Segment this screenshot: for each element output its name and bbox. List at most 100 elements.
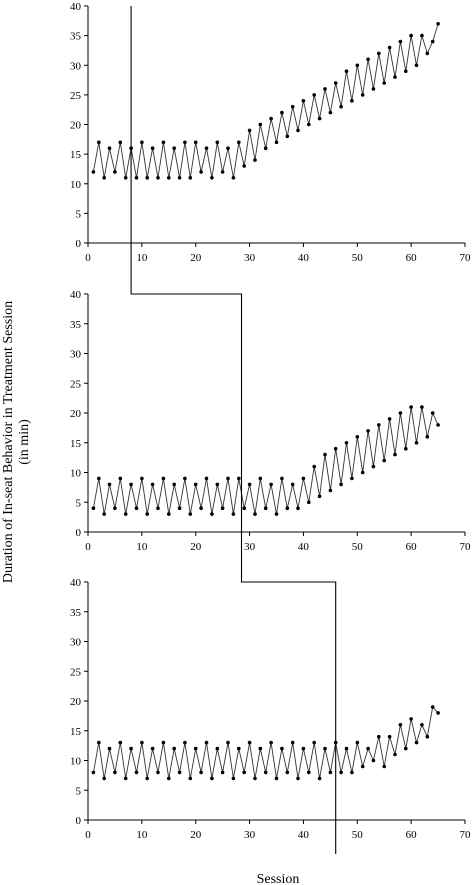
y-tick-label: 15 — [70, 149, 82, 161]
data-point — [269, 740, 273, 745]
x-tick-label: 50 — [352, 541, 364, 553]
data-point — [425, 51, 430, 56]
data-point — [145, 176, 149, 180]
y-tick-label: 5 — [76, 208, 82, 220]
y-tick-label: 40 — [70, 1, 82, 13]
x-tick-label: 50 — [352, 252, 364, 264]
y-tick-label: 5 — [76, 785, 82, 797]
data-point — [118, 140, 123, 145]
data-point — [183, 476, 187, 481]
data-point — [280, 110, 284, 115]
data-point — [387, 734, 392, 739]
y-tick-label: 0 — [76, 527, 82, 539]
data-point — [382, 458, 387, 463]
data-point — [220, 506, 225, 511]
data-point — [247, 128, 252, 133]
data-point — [360, 470, 365, 475]
data-point — [409, 717, 413, 721]
data-point — [161, 140, 166, 145]
data-point — [134, 506, 139, 511]
x-tick-label: 10 — [136, 541, 148, 553]
data-point — [285, 506, 290, 511]
data-point — [350, 770, 354, 775]
data-point — [263, 506, 268, 511]
data-point — [150, 146, 155, 150]
data-point — [296, 776, 300, 781]
x-tick-label: 40 — [298, 252, 310, 264]
data-point — [242, 770, 246, 775]
data-point — [274, 140, 279, 145]
y-tick-label: 15 — [70, 726, 82, 738]
x-tick-label: 0 — [85, 252, 91, 264]
y-tick-label: 40 — [70, 289, 82, 301]
series-line — [92, 23, 439, 178]
data-point — [199, 506, 203, 511]
y-tick-label: 30 — [70, 637, 82, 649]
x-tick-label: 70 — [460, 252, 472, 264]
data-point — [150, 482, 155, 487]
data-point — [113, 170, 117, 174]
data-point — [204, 740, 209, 745]
data-point — [301, 746, 306, 751]
data-point — [339, 104, 343, 109]
y-tick-label: 10 — [70, 468, 82, 480]
x-tick-label: 60 — [406, 541, 418, 553]
y-axis-label-line1: Duration of In-seat Behavior in Treatmen… — [1, 301, 16, 583]
phase-change-line — [130, 6, 337, 854]
data-point — [193, 746, 198, 751]
data-point — [436, 711, 440, 715]
data-point — [177, 506, 182, 511]
data-point — [220, 770, 225, 775]
data-point — [420, 723, 424, 727]
data-point — [404, 746, 408, 751]
data-point — [393, 452, 397, 457]
x-tick-label: 40 — [298, 541, 310, 553]
data-point — [210, 176, 214, 180]
data-point — [188, 176, 193, 180]
x-tick-label: 20 — [190, 252, 202, 264]
data-point — [269, 482, 273, 487]
data-point — [242, 506, 246, 511]
y-tick-label: 0 — [76, 815, 82, 827]
data-point — [393, 752, 397, 757]
x-tick-label: 0 — [85, 541, 91, 553]
data-point — [296, 506, 300, 511]
x-tick-label: 30 — [244, 829, 256, 841]
data-point — [274, 776, 279, 781]
data-point — [398, 723, 403, 727]
data-point — [102, 776, 106, 781]
panel-2: 0 5 10 15 20 25 30 35 40 0 10 20 30 40 50 60 70 — [70, 289, 471, 553]
phase-change-lines — [130, 6, 337, 854]
y-tick-label: 40 — [70, 577, 82, 589]
data-point — [215, 482, 220, 487]
data-point — [253, 512, 257, 516]
data-point — [258, 746, 263, 751]
data-point — [371, 87, 376, 91]
data-point — [113, 506, 117, 511]
data-point — [307, 122, 311, 127]
data-point — [97, 140, 101, 145]
data-point — [253, 776, 257, 781]
data-point — [404, 446, 408, 451]
data-point — [280, 746, 284, 751]
data-point — [312, 93, 317, 97]
data-point — [140, 740, 144, 745]
data-point — [409, 33, 413, 38]
data-point — [339, 482, 343, 487]
data-point — [161, 740, 166, 745]
data-point — [134, 176, 139, 180]
data-point — [377, 423, 381, 427]
x-tick-label: 70 — [460, 541, 472, 553]
data-point — [430, 411, 435, 415]
data-point — [377, 734, 381, 739]
data-point — [140, 140, 144, 145]
data-point — [253, 158, 257, 162]
data-point — [323, 452, 327, 457]
data-point — [199, 770, 203, 775]
data-point — [307, 770, 311, 775]
data-point — [177, 770, 182, 775]
y-tick-label: 5 — [76, 497, 82, 509]
data-point — [156, 176, 160, 180]
data-point — [312, 464, 317, 469]
